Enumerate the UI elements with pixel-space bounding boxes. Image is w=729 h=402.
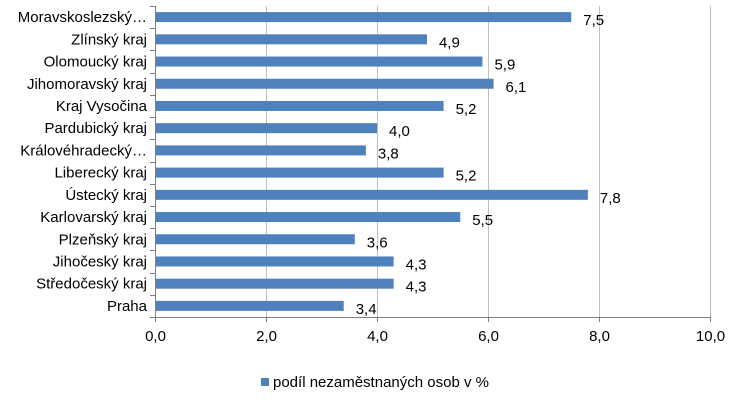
data-label-8: 7,8 (600, 190, 621, 207)
bar-6 (155, 145, 366, 156)
category-label-2: Olomoucký kraj (44, 54, 147, 71)
data-label-4: 5,2 (456, 101, 477, 118)
x-tick-label-5: 10,0 (696, 328, 725, 345)
category-label-1: Zlínský kraj (71, 31, 147, 48)
x-tick-label-0: 0,0 (145, 328, 166, 345)
data-label-0: 7,5 (583, 12, 604, 29)
data-label-7: 5,2 (456, 168, 477, 185)
bar-7 (155, 167, 444, 178)
x-tick-label-4: 8,0 (589, 328, 610, 345)
category-label-8: Ústecký kraj (65, 187, 147, 204)
bar-2 (155, 56, 483, 67)
category-label-13: Praha (107, 298, 148, 315)
legend-swatch (261, 378, 269, 386)
data-label-11: 4,3 (406, 256, 427, 273)
bar-3 (155, 78, 494, 89)
data-label-6: 3,8 (378, 145, 399, 162)
category-label-5: Pardubický kraj (44, 120, 147, 137)
data-label-2: 5,9 (494, 57, 515, 74)
category-label-7: Liberecký kraj (54, 165, 147, 182)
bar-9 (155, 212, 461, 223)
category-label-0: Moravskoslezský… (18, 9, 147, 26)
category-label-11: Jihočeský kraj (53, 253, 147, 270)
legend: podíl nezaměstnaných osob v % (261, 374, 489, 391)
bar-11 (155, 256, 394, 267)
x-tick-label-1: 2,0 (256, 328, 277, 345)
gridlines (266, 6, 711, 317)
category-label-12: Středočeský kraj (36, 276, 147, 293)
legend-label: podíl nezaměstnaných osob v % (273, 374, 489, 391)
bar-1 (155, 34, 427, 45)
bar-4 (155, 100, 444, 111)
x-tick-label-3: 6,0 (478, 328, 499, 345)
data-label-3: 6,1 (506, 79, 527, 96)
category-label-6: Královéhradecký… (20, 142, 147, 159)
bar-5 (155, 123, 377, 134)
bar-8 (155, 189, 588, 200)
bars: Moravskoslezský… 7,5 Zlínský kraj 4,9 Olomou… (18, 9, 621, 318)
data-label-5: 4,0 (389, 123, 410, 140)
axes: 0,0 2,0 4,0 6,0 8,0 10,0 (145, 6, 725, 345)
bar-13 (155, 300, 344, 311)
bar-10 (155, 234, 355, 245)
data-label-9: 5,5 (472, 212, 493, 229)
data-label-1: 4,9 (439, 34, 460, 51)
data-label-12: 4,3 (406, 279, 427, 296)
category-label-3: Jihomoravský kraj (27, 76, 147, 93)
data-label-10: 3,6 (367, 234, 388, 251)
category-label-9: Karlovarský kraj (40, 209, 147, 226)
data-label-13: 3,4 (356, 301, 377, 318)
x-tick-label-2: 4,0 (367, 328, 388, 345)
bar-12 (155, 278, 394, 289)
bar-0 (155, 12, 572, 23)
category-label-10: Plzeňský kraj (59, 231, 147, 248)
category-label-4: Kraj Vysočina (56, 98, 148, 115)
